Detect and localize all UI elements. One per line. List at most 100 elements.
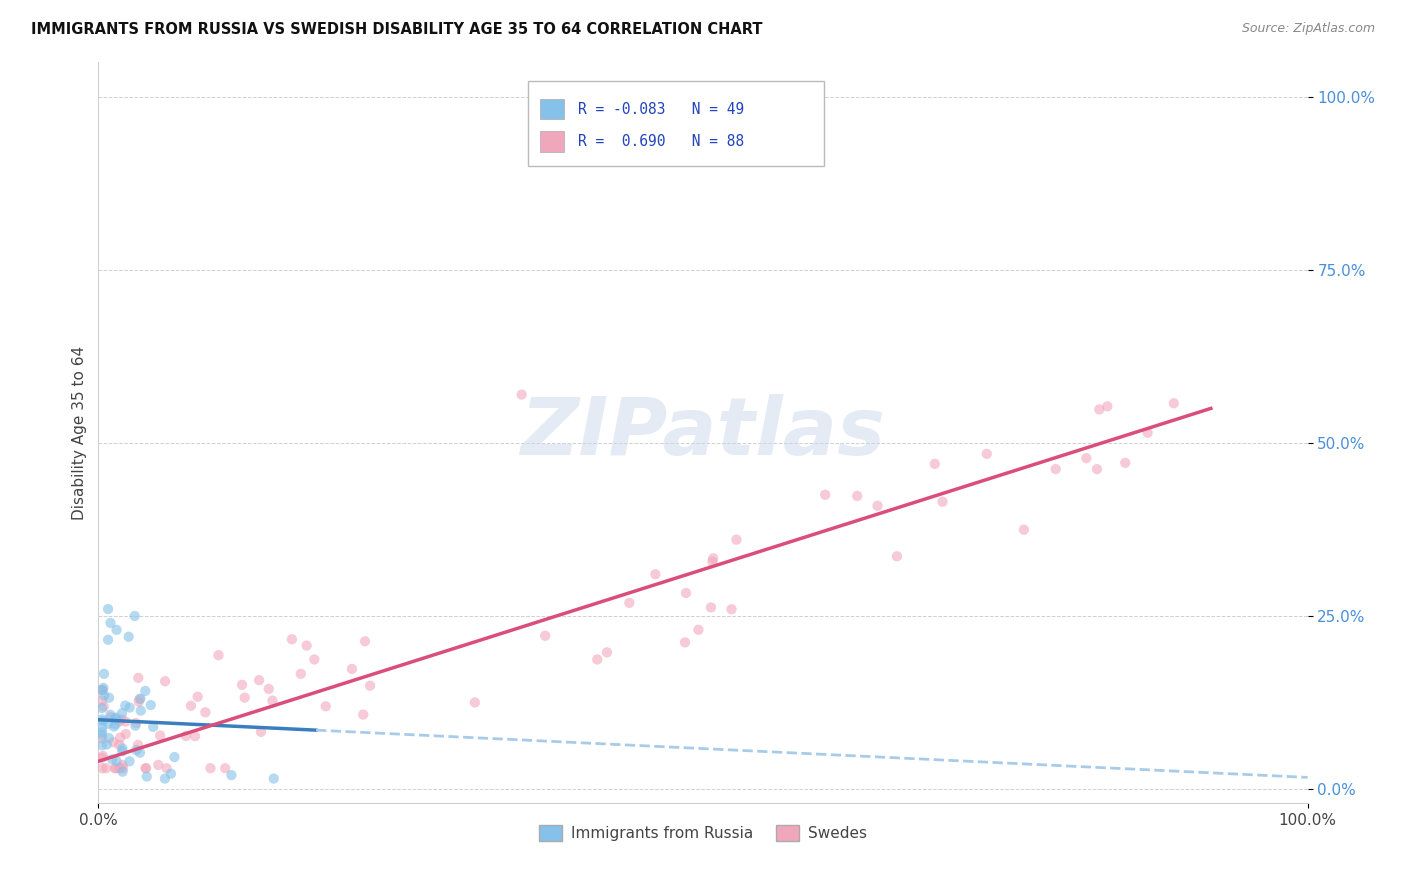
Point xyxy=(814,488,837,502)
Point xyxy=(111,706,134,721)
Point xyxy=(97,731,120,745)
Point xyxy=(155,761,177,775)
Point xyxy=(231,678,253,692)
Point xyxy=(114,727,136,741)
Point xyxy=(105,754,128,768)
Point xyxy=(124,719,146,733)
Point xyxy=(98,707,121,722)
Point xyxy=(187,690,209,704)
Point xyxy=(720,602,742,616)
Point xyxy=(1163,396,1185,410)
Point xyxy=(111,744,134,758)
Bar xyxy=(527,81,824,166)
Point xyxy=(105,710,128,724)
Point xyxy=(153,772,176,786)
Point xyxy=(118,700,141,714)
Point xyxy=(295,639,318,653)
Point xyxy=(129,704,152,718)
Point xyxy=(139,698,162,712)
Point xyxy=(111,758,134,772)
Point xyxy=(534,629,557,643)
Point xyxy=(675,586,697,600)
Point xyxy=(103,735,125,749)
Point xyxy=(129,691,152,706)
Point xyxy=(125,716,148,731)
Point xyxy=(97,602,120,616)
Point xyxy=(128,695,150,709)
Point xyxy=(976,447,998,461)
Point xyxy=(352,707,374,722)
Point xyxy=(134,684,156,698)
Point xyxy=(104,717,127,731)
Point xyxy=(108,738,131,752)
Point xyxy=(135,770,157,784)
Point xyxy=(1088,402,1111,417)
Point xyxy=(247,673,270,687)
Point xyxy=(127,738,149,752)
Point xyxy=(127,671,149,685)
Point xyxy=(359,679,381,693)
Point xyxy=(91,748,114,763)
Point xyxy=(180,698,202,713)
Point xyxy=(1045,462,1067,476)
Point xyxy=(673,635,696,649)
Point xyxy=(103,719,125,733)
Point xyxy=(142,720,165,734)
Point xyxy=(290,666,312,681)
Point xyxy=(91,721,114,735)
Point xyxy=(134,761,156,775)
Point xyxy=(174,729,197,743)
Point xyxy=(104,761,127,775)
Point xyxy=(91,701,114,715)
Point xyxy=(1097,400,1119,414)
Text: ZIPatlas: ZIPatlas xyxy=(520,393,886,472)
Point xyxy=(619,596,641,610)
Point xyxy=(263,772,285,786)
Point xyxy=(93,699,115,714)
Point xyxy=(110,731,132,745)
Text: IMMIGRANTS FROM RUSSIA VS SWEDISH DISABILITY AGE 35 TO 64 CORRELATION CHART: IMMIGRANTS FROM RUSSIA VS SWEDISH DISABI… xyxy=(31,22,762,37)
Point xyxy=(91,728,114,742)
Point xyxy=(114,698,136,713)
Point xyxy=(128,692,150,706)
Point xyxy=(924,457,946,471)
Point xyxy=(118,630,141,644)
Point xyxy=(110,713,132,727)
Point xyxy=(129,746,152,760)
Point xyxy=(94,761,117,775)
Point xyxy=(112,761,135,775)
Point xyxy=(101,752,124,766)
Point xyxy=(104,761,127,775)
Point xyxy=(105,623,128,637)
Point xyxy=(846,489,869,503)
Point xyxy=(931,494,953,508)
Point xyxy=(644,567,666,582)
Point xyxy=(91,731,114,746)
Point xyxy=(91,761,114,775)
Bar xyxy=(540,99,564,120)
Point xyxy=(464,695,486,709)
Point xyxy=(153,674,176,689)
Point xyxy=(97,632,120,647)
Point xyxy=(114,714,136,729)
Point xyxy=(354,634,377,648)
Point xyxy=(108,714,131,729)
Point xyxy=(702,551,724,566)
Bar xyxy=(540,131,564,152)
Point xyxy=(118,754,141,768)
Point xyxy=(100,710,122,724)
Point xyxy=(1136,425,1159,440)
Point xyxy=(596,645,619,659)
Point xyxy=(160,766,183,780)
Point xyxy=(91,683,114,698)
Point xyxy=(700,600,723,615)
Point xyxy=(104,712,127,726)
Point xyxy=(1114,456,1136,470)
Point xyxy=(91,693,114,707)
Point xyxy=(124,609,146,624)
Point xyxy=(262,693,284,707)
Point xyxy=(281,632,304,647)
Point xyxy=(200,761,222,775)
Point xyxy=(125,743,148,757)
Point xyxy=(96,738,118,752)
